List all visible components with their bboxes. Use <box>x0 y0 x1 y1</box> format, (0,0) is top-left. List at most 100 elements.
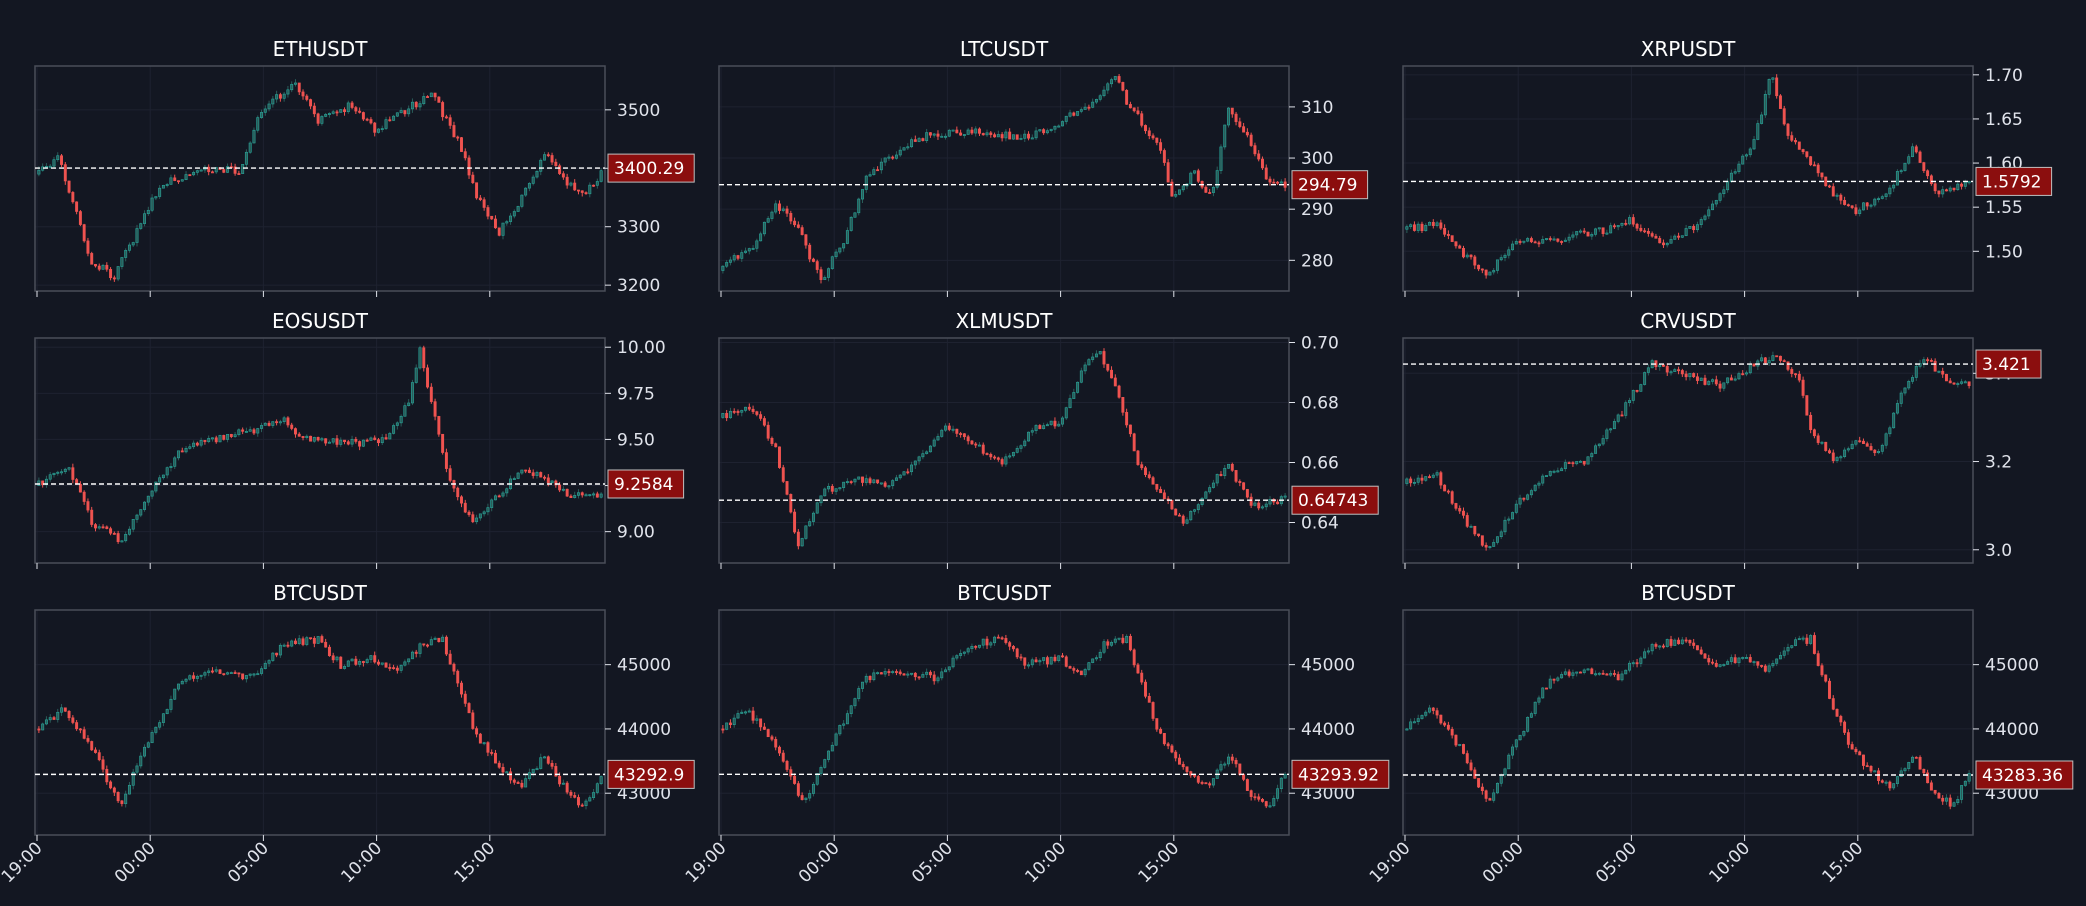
candle-body <box>192 442 196 448</box>
candle-body <box>588 797 592 802</box>
candle-body <box>864 675 868 683</box>
candle-body <box>109 781 113 789</box>
candle-body <box>1477 264 1481 270</box>
candle-body <box>1211 778 1215 786</box>
candle-body <box>819 495 823 504</box>
candle-body <box>1733 657 1737 664</box>
candle-body <box>815 502 819 514</box>
candle-body <box>1673 639 1677 646</box>
x-tick-label: 15:00 <box>1135 838 1184 887</box>
candle-body <box>861 681 864 689</box>
candle-body <box>1193 509 1197 512</box>
candle-body <box>1665 242 1669 246</box>
candle-body <box>444 116 448 119</box>
candle-body <box>448 468 452 481</box>
candle-body <box>778 446 781 468</box>
candle-body <box>373 437 377 440</box>
candle-body <box>154 481 158 492</box>
chart-title: ETHUSDT <box>273 37 369 61</box>
candle-body <box>887 671 891 674</box>
candle-body <box>1782 108 1786 125</box>
candle-body <box>1541 475 1545 484</box>
candle-body <box>1560 241 1564 243</box>
candle-body <box>1960 381 1964 384</box>
candle-body <box>1015 448 1019 453</box>
candle-body <box>959 433 963 435</box>
candle-body <box>1257 796 1261 800</box>
candle-body <box>150 197 154 211</box>
candle-body <box>872 479 876 484</box>
candle-body <box>214 669 218 672</box>
candle-body <box>139 509 143 516</box>
candle-body <box>67 710 71 719</box>
plot-area <box>1403 338 1973 563</box>
candle-body <box>1435 222 1439 226</box>
candle-body <box>864 175 868 190</box>
candle-body <box>1227 463 1230 469</box>
candle-body <box>1162 150 1166 163</box>
candle-body <box>1703 377 1707 385</box>
candle-body <box>1159 489 1163 494</box>
candle-body <box>320 116 324 124</box>
candle-body <box>1677 235 1681 238</box>
candle-body <box>531 472 535 476</box>
candle-body <box>1465 254 1469 258</box>
candle-body <box>1238 763 1242 775</box>
candle-body <box>1015 648 1019 658</box>
candle-body <box>1945 797 1948 802</box>
candle-body <box>569 791 573 796</box>
candle-body <box>501 766 505 773</box>
candle-body <box>1230 463 1234 471</box>
candle-body <box>785 208 789 214</box>
candle-body <box>241 673 245 680</box>
candle-body <box>774 739 778 748</box>
candle-body <box>1518 241 1522 243</box>
candle-body <box>725 262 729 267</box>
candle-body <box>785 760 789 770</box>
candle-body <box>1499 774 1503 784</box>
candle-body <box>343 439 346 443</box>
candle-body <box>229 672 233 674</box>
candle-body <box>339 109 343 113</box>
candle-body <box>917 138 921 142</box>
y-tick-label: 0.66 <box>1301 454 1339 474</box>
candle-body <box>1628 400 1631 403</box>
candle-body <box>48 474 52 480</box>
candle-body <box>1631 217 1635 225</box>
candle-body <box>1854 748 1858 753</box>
candle-body <box>203 440 207 442</box>
candle-body <box>1072 668 1076 671</box>
candle-body <box>989 454 993 458</box>
candle-body <box>324 114 328 117</box>
candle-body <box>728 722 732 726</box>
candle-body <box>1412 481 1416 484</box>
candle-body <box>864 478 868 483</box>
candle-body <box>1767 360 1771 364</box>
candle-body <box>770 437 774 444</box>
chart-title: BTCUSDT <box>273 581 367 605</box>
candle-body <box>925 451 929 454</box>
candle-body <box>1631 662 1635 665</box>
candle-body <box>1763 94 1767 116</box>
x-tick-label: 19:00 <box>1366 838 1415 887</box>
candle-body <box>1068 398 1072 409</box>
candle-body <box>324 641 328 648</box>
candle-body <box>1454 734 1458 746</box>
candle-body <box>173 688 177 700</box>
candle-body <box>781 208 785 211</box>
candle-body <box>1582 669 1586 673</box>
candle-body <box>524 778 528 788</box>
candle-body <box>444 636 448 655</box>
candle-body <box>759 233 763 242</box>
candle-body <box>1091 101 1095 108</box>
candle-body <box>1144 467 1147 475</box>
candle-body <box>150 732 154 744</box>
candle-body <box>1741 657 1745 659</box>
candle-body <box>482 742 486 745</box>
candle-body <box>331 438 335 443</box>
candle-body <box>1042 657 1046 661</box>
chart-title: CRVUSDT <box>1640 309 1736 333</box>
candle-body <box>210 670 214 673</box>
candle-body <box>550 763 554 767</box>
